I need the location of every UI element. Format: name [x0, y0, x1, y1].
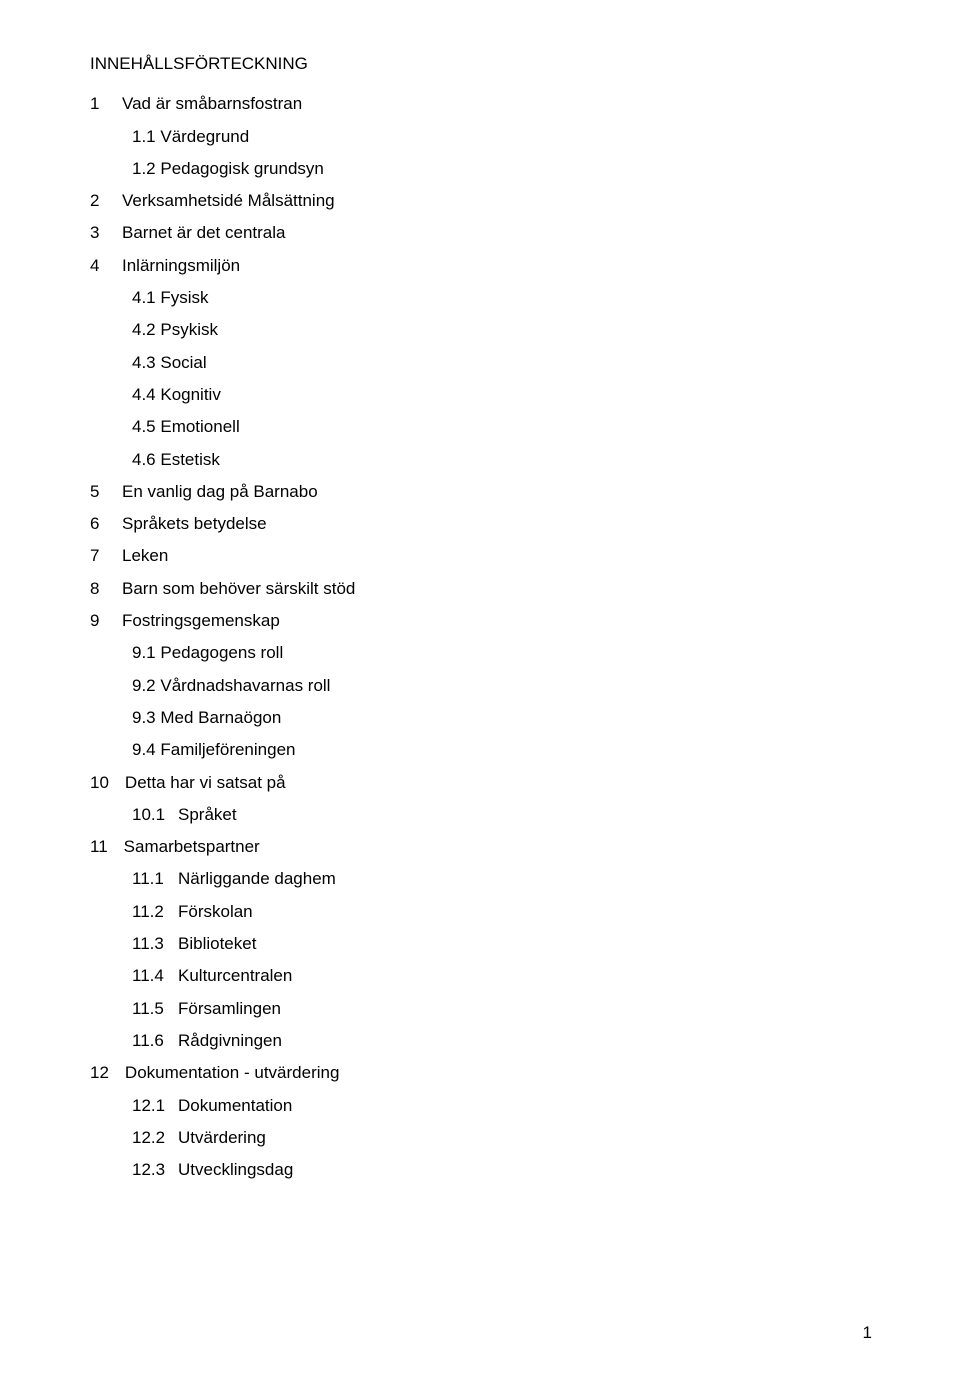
toc-sub-number: 12.2 [132, 1122, 178, 1154]
toc-sub-text: Förskolan [178, 902, 253, 921]
toc-entry-number: 7 [90, 540, 106, 572]
toc-entry-number: 1 [90, 88, 106, 120]
toc-entry: 10 Detta har vi satsat på [90, 767, 870, 799]
toc-entry-text: Leken [122, 540, 168, 572]
toc-entry-text: Fostringsgemenskap [122, 605, 280, 637]
toc-entry-text: Detta har vi satsat på [125, 767, 286, 799]
toc-sub-text: Rådgivningen [178, 1031, 282, 1050]
toc-sub-number: 12.1 [132, 1090, 178, 1122]
toc-sub-entry: 4.3 Social [90, 347, 870, 379]
toc-entry-text: Samarbetspartner [124, 831, 260, 863]
toc-sub-entry: 11.6Rådgivningen [90, 1025, 870, 1057]
toc-entry-text: Dokumentation - utvärdering [125, 1057, 340, 1089]
toc-entry: 1 Vad är småbarnsfostran [90, 88, 870, 120]
toc-sub-text: Dokumentation [178, 1096, 292, 1115]
toc-sub-text: Utvecklingsdag [178, 1160, 293, 1179]
toc-sub-entry: 9.4 Familjeföreningen [90, 734, 870, 766]
toc-sub-entry: 10.1Språket [90, 799, 870, 831]
toc-entry-text: Inlärningsmiljön [122, 250, 240, 282]
toc-sub-text: Kulturcentralen [178, 966, 292, 985]
toc-entry: 11 Samarbetspartner [90, 831, 870, 863]
toc-sub-entry: 9.2 Vårdnadshavarnas roll [90, 670, 870, 702]
toc-entry-number: 5 [90, 476, 106, 508]
toc-sub-entry: 11.5Församlingen [90, 993, 870, 1025]
toc-sub-number: 11.1 [132, 863, 178, 895]
toc-sub-entry: 1.1 Värdegrund [90, 121, 870, 153]
toc-entry: 3 Barnet är det centrala [90, 217, 870, 249]
toc-sub-number: 11.2 [132, 896, 178, 928]
toc-entry: 8 Barn som behöver särskilt stöd [90, 573, 870, 605]
toc-sub-entry: 12.1Dokumentation [90, 1090, 870, 1122]
toc-entry-number: 3 [90, 217, 106, 249]
toc-sub-entry: 11.1Närliggande daghem [90, 863, 870, 895]
toc-sub-number: 11.3 [132, 928, 178, 960]
toc-entry: 9 Fostringsgemenskap [90, 605, 870, 637]
toc-entry: 5 En vanlig dag på Barnabo [90, 476, 870, 508]
toc-sub-number: 10.1 [132, 799, 178, 831]
toc-sub-entry: 11.4Kulturcentralen [90, 960, 870, 992]
toc-entry-number: 6 [90, 508, 106, 540]
toc-entry: 12 Dokumentation - utvärdering [90, 1057, 870, 1089]
toc-sub-entry: 4.5 Emotionell [90, 411, 870, 443]
toc-sub-entry: 4.2 Psykisk [90, 314, 870, 346]
toc-sub-text: Språket [178, 805, 237, 824]
toc-entry-number: 10 [90, 767, 109, 799]
toc-sub-entry: 4.4 Kognitiv [90, 379, 870, 411]
toc-entry: 7 Leken [90, 540, 870, 572]
toc-entry-number: 11 [90, 831, 108, 863]
toc-entry-text: Språkets betydelse [122, 508, 267, 540]
toc-sub-number: 11.5 [132, 993, 178, 1025]
toc-sub-text: Församlingen [178, 999, 281, 1018]
toc-entry: 4 Inlärningsmiljön [90, 250, 870, 282]
toc-entry-number: 9 [90, 605, 106, 637]
page-number: 1 [863, 1317, 872, 1349]
toc-entry: 2 Verksamhetsidé Målsättning [90, 185, 870, 217]
toc-sub-text: Närliggande daghem [178, 869, 336, 888]
toc-entry-text: En vanlig dag på Barnabo [122, 476, 318, 508]
toc-sub-entry: 12.3Utvecklingsdag [90, 1154, 870, 1186]
toc-sub-entry: 9.1 Pedagogens roll [90, 637, 870, 669]
toc-entry-text: Vad är småbarnsfostran [122, 88, 302, 120]
toc-sub-entry: 12.2Utvärdering [90, 1122, 870, 1154]
toc-entry-number: 2 [90, 185, 106, 217]
toc-sub-number: 11.4 [132, 960, 178, 992]
toc-sub-entry: 4.1 Fysisk [90, 282, 870, 314]
toc-entry-text: Barnet är det centrala [122, 217, 285, 249]
toc-sub-entry: 4.6 Estetisk [90, 444, 870, 476]
toc-sub-entry: 11.2Förskolan [90, 896, 870, 928]
toc-entry-number: 8 [90, 573, 106, 605]
toc-sub-entry: 1.2 Pedagogisk grundsyn [90, 153, 870, 185]
toc-sub-number: 11.6 [132, 1025, 178, 1057]
toc-entry-number: 4 [90, 250, 106, 282]
toc-sub-entry: 11.3Biblioteket [90, 928, 870, 960]
toc-entry-text: Verksamhetsidé Målsättning [122, 185, 335, 217]
toc-entry-text: Barn som behöver särskilt stöd [122, 573, 355, 605]
toc-sub-number: 12.3 [132, 1154, 178, 1186]
toc-entry: 6 Språkets betydelse [90, 508, 870, 540]
toc-entry-number: 12 [90, 1057, 109, 1089]
toc-sub-entry: 9.3 Med Barnaögon [90, 702, 870, 734]
toc-title: INNEHÅLLSFÖRTECKNING [90, 48, 870, 80]
toc-sub-text: Utvärdering [178, 1128, 266, 1147]
toc-list: 1 Vad är småbarnsfostran1.1 Värdegrund1.2… [90, 88, 870, 1186]
toc-sub-text: Biblioteket [178, 934, 256, 953]
